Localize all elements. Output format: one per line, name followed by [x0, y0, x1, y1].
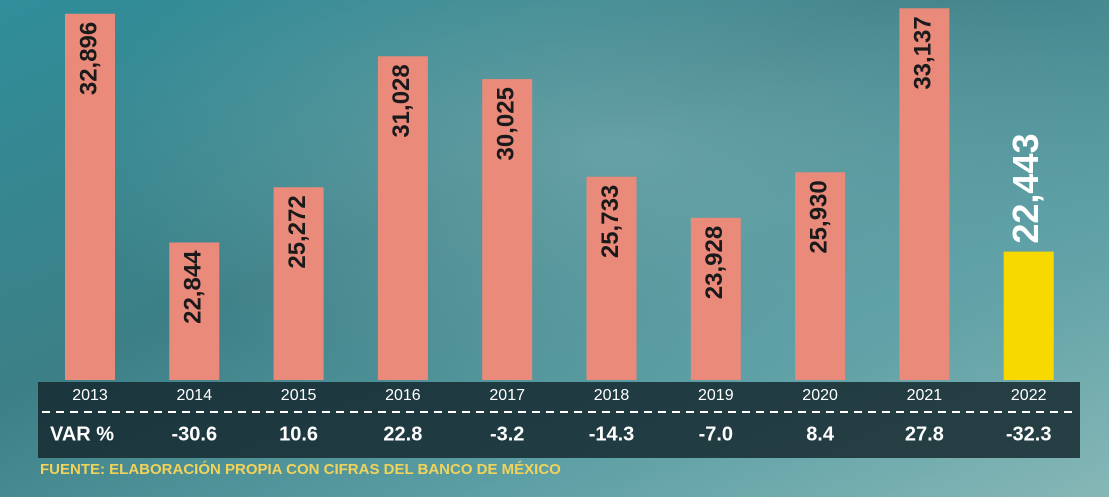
value-label: 25,733: [597, 185, 624, 258]
bar: [273, 187, 324, 380]
value-label: 30,025: [493, 87, 520, 160]
x-tick-label: 2014: [177, 387, 213, 404]
bar: [169, 242, 220, 380]
value-label: 22,443: [1005, 133, 1046, 243]
var-value: -30.6: [172, 423, 218, 445]
x-tick-label: 2016: [385, 387, 421, 404]
var-value: -32.3: [1006, 423, 1052, 445]
source: FUENTE: ELABORACIÓN PROPIA CON CIFRAS DE…: [40, 460, 561, 478]
x-tick-label: 2013: [72, 387, 108, 404]
bar: [690, 217, 741, 380]
var-value: 8.4: [806, 423, 835, 445]
value-label: 25,930: [805, 180, 832, 253]
bar: [377, 56, 428, 380]
value-label: 25,272: [284, 195, 311, 268]
bar: [1003, 251, 1054, 380]
footer-band: [38, 382, 1080, 458]
var-value: -7.0: [699, 423, 733, 445]
var-value: -14.3: [589, 423, 635, 445]
var-value: -3.2: [490, 423, 524, 445]
var-value: 27.8: [905, 423, 944, 445]
value-label: 31,028: [388, 64, 415, 137]
x-tick-label: 2015: [281, 387, 317, 404]
x-tick-label: 2019: [698, 387, 734, 404]
x-tick-label: 2018: [594, 387, 630, 404]
bar: [899, 8, 950, 380]
x-tick-label: 2021: [907, 387, 943, 404]
var-value: 10.6: [279, 423, 318, 445]
bar: [65, 13, 115, 380]
bar: [795, 172, 846, 380]
value-label: 23,928: [701, 226, 728, 299]
bar: [482, 79, 533, 381]
value-label: 32,896: [75, 22, 102, 95]
bar: [586, 176, 637, 380]
var-header: VAR %: [50, 423, 114, 445]
x-tick-label: 2020: [802, 387, 838, 404]
value-label: 33,137: [910, 16, 937, 89]
x-tick-label: 2022: [1011, 387, 1047, 404]
var-value: 22.8: [383, 423, 422, 445]
value-label: 22,844: [180, 250, 207, 324]
x-tick-label: 2017: [489, 387, 525, 404]
